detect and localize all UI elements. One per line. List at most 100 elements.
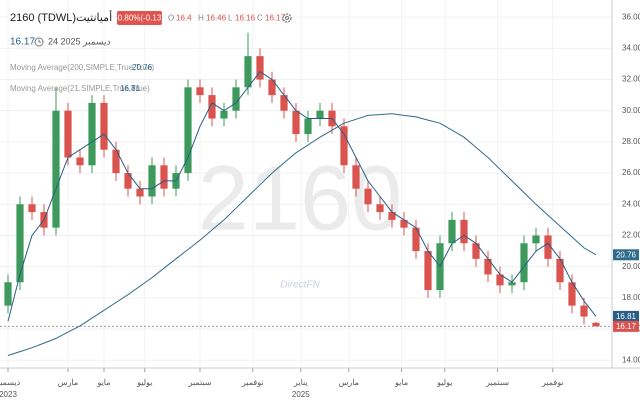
x-tick-label: يوليو	[136, 378, 152, 387]
symbol: 2160 (TDWL)	[10, 12, 76, 24]
x-tick-label: مايو	[394, 378, 408, 387]
candle-body	[220, 110, 228, 119]
candle-body	[184, 87, 192, 174]
change-text: -0.80%(-0.13)	[115, 14, 164, 23]
y-tick-label: 24.00	[622, 199, 640, 208]
moving-average-line	[7, 71, 597, 322]
candle-body	[4, 282, 12, 306]
candle-body	[556, 258, 564, 283]
candle-body	[16, 204, 24, 283]
y-tick-label: 20.00	[622, 262, 640, 271]
candle-body	[508, 282, 516, 286]
last-price: 16.17	[10, 37, 35, 48]
date: 24 ديسمبر 2025	[48, 36, 110, 47]
x-tick-label: نوفمبر	[541, 378, 564, 387]
moving-average-line	[7, 113, 597, 356]
candle-body	[364, 188, 372, 205]
x-tick-label: سبتمبر	[187, 378, 211, 387]
ohlc-value: 16.46	[206, 14, 227, 23]
candle-body	[484, 258, 492, 275]
ohlc-label: O	[168, 14, 174, 23]
x-tick-label: نوفمبر	[241, 378, 264, 387]
ohlc-label: H	[198, 14, 204, 23]
price-badge-text: 20.76	[616, 250, 637, 259]
legend-label: Moving Average(200,SIMPLE,True,True)	[10, 63, 155, 72]
price-badge	[613, 310, 639, 322]
legend-label: Moving Average(21,SIMPLE,True,True)	[10, 84, 150, 93]
candle-body	[292, 110, 300, 135]
candle-body	[424, 251, 432, 291]
y-tick-label: 14.00	[622, 355, 640, 364]
ohlc-value: 16.17	[265, 14, 286, 23]
price-badge	[613, 320, 639, 332]
candle-body	[160, 165, 168, 189]
candle-body	[148, 165, 156, 197]
ohlc-value: 16.4	[176, 14, 192, 23]
candle-body	[340, 126, 348, 166]
candle-body	[124, 173, 132, 189]
candle-body	[412, 227, 420, 252]
candle-body	[88, 102, 96, 166]
y-tick-label: 22.00	[622, 231, 640, 240]
candle-body	[544, 235, 552, 259]
candle-body	[76, 157, 84, 166]
brand: DirectFN	[280, 280, 320, 291]
x-tick-label: سبتمبر	[485, 378, 509, 387]
candle-body	[256, 56, 264, 80]
candle-body	[496, 274, 504, 286]
price-badge-text: 16.81	[616, 312, 637, 321]
y-tick-label: 32.00	[622, 75, 640, 84]
y-tick-label: 26.00	[622, 168, 640, 177]
change-badge	[117, 11, 162, 25]
candle-body	[112, 149, 120, 174]
y-tick-label: 36.00	[622, 12, 640, 21]
x-tick-label: مايو	[96, 378, 110, 387]
candle-body	[520, 243, 528, 283]
company-name: أميانتيت	[76, 10, 112, 24]
ohlc-label: C	[257, 14, 263, 23]
y-tick-label: 28.00	[622, 137, 640, 146]
candle-body	[460, 219, 468, 244]
candle-body	[352, 165, 360, 189]
y-tick-label: 18.00	[622, 293, 640, 302]
watermark: 2160	[198, 147, 403, 249]
candle-body	[472, 243, 480, 259]
candle-body	[136, 188, 144, 197]
candle-body	[244, 56, 252, 88]
clock-icon	[34, 37, 44, 47]
ohlc-value: 16.16	[235, 14, 256, 23]
candle-body	[580, 305, 588, 317]
x-tick-label: يوليو	[436, 378, 452, 387]
year-label: 2023	[0, 390, 17, 399]
y-tick-label: 34.00	[622, 43, 640, 52]
candle-body	[280, 95, 288, 111]
price-badge	[613, 249, 639, 261]
candle-body	[532, 235, 540, 244]
settings-icon[interactable]	[282, 13, 292, 23]
candle-body	[208, 95, 216, 119]
candle-body	[28, 204, 36, 213]
candle-body	[304, 118, 312, 135]
candle-body	[316, 110, 324, 119]
ohlc-label: L	[228, 14, 233, 23]
candle-body	[568, 282, 576, 306]
plot	[4, 32, 600, 356]
candle-body	[64, 110, 72, 158]
candle-body	[196, 87, 204, 96]
candle-body	[268, 79, 276, 96]
candle-body	[448, 219, 456, 244]
legend-value: 20.76	[132, 63, 153, 72]
x-tick-label: مارس	[58, 378, 78, 387]
candle-body	[592, 322, 600, 327]
price-badge-text: 16.17	[616, 322, 637, 331]
candle-body	[388, 212, 396, 220]
candle-body	[232, 87, 240, 111]
y-tick-label: 30.00	[622, 106, 640, 115]
candle-body	[100, 102, 108, 150]
candle-body	[52, 110, 60, 228]
legend-value: 16.81	[120, 84, 141, 93]
